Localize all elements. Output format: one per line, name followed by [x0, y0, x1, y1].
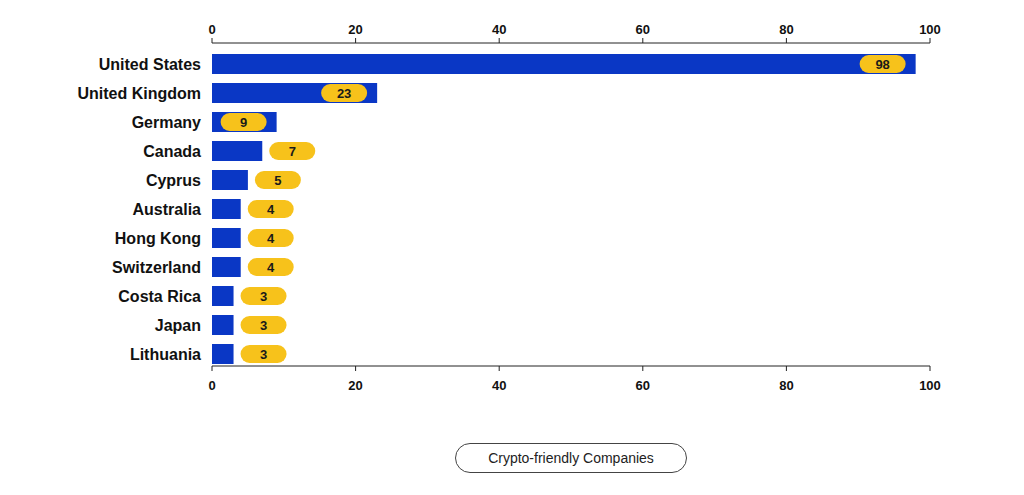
- category-label: United States: [99, 56, 201, 73]
- tick-mark: [642, 366, 643, 371]
- bar: [212, 228, 241, 248]
- tick-label: 0: [208, 22, 215, 37]
- chart-root: 020406080100020406080100United StatesUni…: [0, 0, 1024, 495]
- bar: [212, 199, 241, 219]
- data-label-pill: [269, 142, 315, 160]
- category-label: Lithuania: [130, 346, 201, 363]
- tick-mark: [930, 366, 931, 371]
- data-label: 3: [260, 318, 267, 333]
- data-labels: 9823975444333: [221, 55, 906, 363]
- data-label-pill: [248, 200, 294, 218]
- data-label: 98: [875, 57, 889, 72]
- tick-mark: [212, 38, 213, 43]
- tick-label: 80: [779, 22, 793, 37]
- data-label: 4: [267, 260, 275, 275]
- bar: [212, 257, 241, 277]
- data-label-pill: [248, 229, 294, 247]
- tick-label: 100: [919, 22, 941, 37]
- data-label: 9: [240, 115, 247, 130]
- tick-label: 60: [636, 378, 650, 393]
- data-label-pill: [241, 345, 287, 363]
- bar: [212, 83, 377, 103]
- tick-label: 80: [779, 378, 793, 393]
- chart: 020406080100020406080100United StatesUni…: [0, 0, 1024, 495]
- category-label: Germany: [132, 114, 201, 131]
- data-label-pill: [241, 287, 287, 305]
- legend-label: Crypto-friendly Companies: [488, 450, 654, 466]
- tick-mark: [786, 38, 787, 43]
- tick-label: 40: [492, 22, 506, 37]
- data-label-pill: [221, 113, 267, 131]
- tick-mark: [499, 38, 500, 43]
- category-label: Canada: [143, 143, 201, 160]
- tick-mark: [642, 38, 643, 43]
- category-label: Switzerland: [112, 259, 201, 276]
- category-label: United Kingdom: [77, 85, 201, 102]
- data-label: 23: [337, 86, 351, 101]
- tick-mark: [930, 38, 931, 43]
- tick-mark: [786, 366, 787, 371]
- tick-mark: [499, 366, 500, 371]
- bar: [212, 112, 277, 132]
- tick-label: 20: [348, 22, 362, 37]
- data-label: 3: [260, 347, 267, 362]
- data-label: 7: [289, 144, 296, 159]
- tick-mark: [212, 366, 213, 371]
- tick-label: 100: [919, 378, 941, 393]
- bar: [212, 141, 262, 161]
- data-label-pill: [255, 171, 301, 189]
- data-label: 3: [260, 289, 267, 304]
- category-label: Cyprus: [146, 172, 201, 189]
- data-label-pill: [248, 258, 294, 276]
- data-label-pill: [321, 84, 367, 102]
- tick-mark: [355, 366, 356, 371]
- tick-label: 0: [208, 378, 215, 393]
- category-label: Hong Kong: [115, 230, 201, 247]
- category-label: Japan: [155, 317, 201, 334]
- bottom-axis-line: [212, 366, 930, 367]
- axes: 0 20 40 60 80 100 0 20 40 60 80 100: [208, 22, 940, 393]
- legend-frame: [456, 444, 687, 473]
- bar: [212, 344, 234, 364]
- data-label-pill: [241, 316, 287, 334]
- legend: Crypto-friendly Companies: [456, 444, 687, 473]
- tick-label: 60: [636, 22, 650, 37]
- data-label: 5: [274, 173, 281, 188]
- bar: [212, 54, 916, 74]
- tick-mark: [355, 38, 356, 43]
- bar: [212, 170, 248, 190]
- data-label-pill: [860, 55, 906, 73]
- top-axis-line: [212, 43, 930, 44]
- tick-label: 20: [348, 378, 362, 393]
- tick-label: 40: [492, 378, 506, 393]
- bars: [212, 54, 916, 364]
- bar: [212, 286, 234, 306]
- bar: [212, 315, 234, 335]
- category-labels: United States United Kingdom Germany Canada…: [77, 56, 201, 363]
- data-label: 4: [267, 231, 275, 246]
- data-label: 4: [267, 202, 275, 217]
- category-label: Costa Rica: [118, 288, 201, 305]
- category-label: Australia: [133, 201, 202, 218]
